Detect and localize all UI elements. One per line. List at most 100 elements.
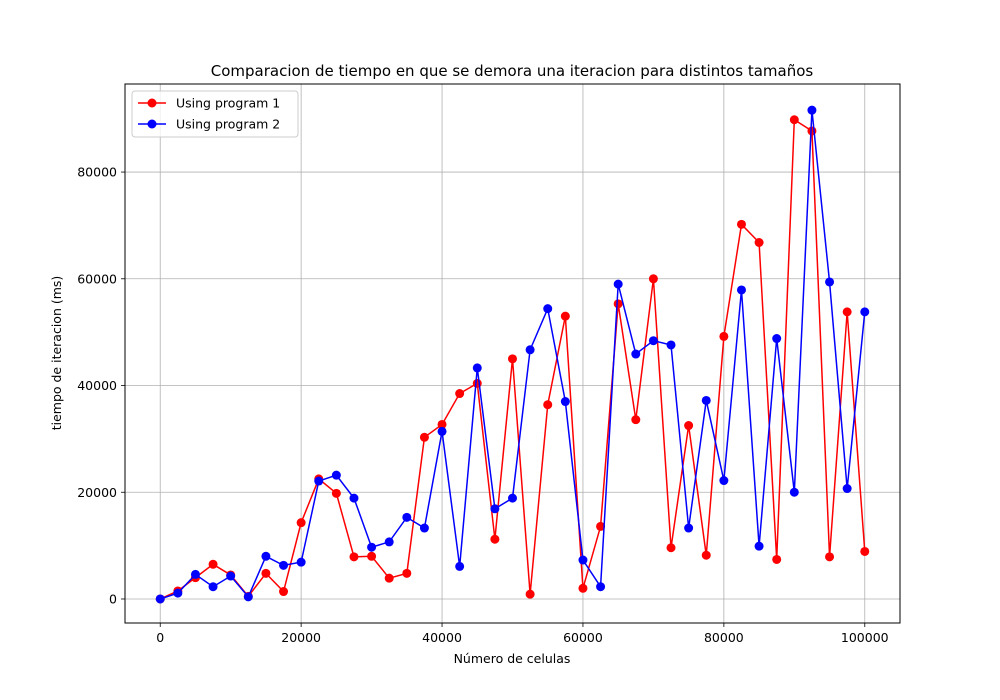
data-point — [349, 493, 359, 503]
data-point — [825, 552, 835, 562]
data-point — [349, 552, 359, 562]
data-point — [472, 363, 482, 373]
data-point — [419, 523, 429, 533]
x-tick-label: 40000 — [422, 630, 462, 645]
data-point — [825, 277, 835, 287]
data-point — [701, 395, 711, 405]
data-point — [490, 534, 500, 544]
x-axis-label: Número de celulas — [454, 651, 571, 666]
data-point — [684, 421, 694, 431]
y-tick-label: 60000 — [77, 271, 117, 286]
data-point — [754, 541, 764, 551]
axis-ticks: 0 20000 40000 60000 80000 100000 0 20000 40000 60… — [77, 165, 888, 645]
data-point — [596, 521, 606, 531]
data-point — [860, 546, 870, 556]
data-point — [543, 400, 553, 410]
data-point — [367, 542, 377, 552]
data-point — [596, 582, 606, 592]
data-point — [296, 557, 306, 567]
data-point — [666, 340, 676, 350]
data-point — [367, 551, 377, 561]
x-tick-label: 0 — [156, 630, 164, 645]
y-tick-label: 0 — [109, 591, 117, 606]
grid-lines — [125, 84, 900, 623]
data-point — [736, 219, 746, 229]
x-tick-label: 20000 — [281, 630, 321, 645]
data-point — [208, 559, 218, 569]
data-point — [419, 432, 429, 442]
data-point — [490, 504, 500, 514]
data-point — [331, 470, 341, 480]
data-point — [613, 279, 623, 289]
chart-title: Comparacion de tiempo en que se demora u… — [211, 62, 814, 80]
data-point — [243, 592, 253, 602]
data-point — [578, 583, 588, 593]
y-tick-label: 80000 — [77, 165, 117, 180]
data-point — [261, 551, 271, 561]
data-point — [613, 299, 623, 309]
data-point — [648, 336, 658, 346]
data-point — [631, 349, 641, 359]
data-point — [684, 523, 694, 533]
data-point — [314, 476, 324, 486]
y-axis-label: tiempo de iteracion (ms) — [49, 276, 64, 431]
data-point — [736, 285, 746, 295]
plot-frame — [124, 83, 901, 624]
data-point — [842, 484, 852, 494]
data-point — [543, 304, 553, 314]
data-point — [402, 512, 412, 522]
data-point — [648, 274, 658, 284]
legend-box — [131, 90, 299, 138]
data-point — [807, 105, 817, 115]
data-point — [789, 115, 799, 125]
data-point — [631, 415, 641, 425]
data-point — [560, 311, 570, 321]
data-point — [772, 334, 782, 344]
legend-swatch-marker — [147, 119, 157, 129]
y-tick-label: 40000 — [77, 378, 117, 393]
data-point — [155, 594, 165, 604]
legend-swatch-marker — [147, 98, 157, 108]
data-point — [719, 476, 729, 486]
legend-label: Using program 1 — [176, 96, 280, 111]
x-tick-label: 80000 — [704, 630, 744, 645]
legend: Using program 1 Using program 2 — [131, 90, 299, 138]
data-point — [261, 568, 271, 578]
data-point — [666, 543, 676, 553]
data-point — [525, 589, 535, 599]
data-point — [173, 588, 183, 598]
data-point — [402, 568, 412, 578]
data-point — [437, 419, 447, 429]
data-point — [331, 488, 341, 498]
x-tick-label: 60000 — [563, 630, 603, 645]
data-point — [701, 550, 711, 560]
data-point — [772, 554, 782, 564]
data-point — [296, 518, 306, 528]
data-point — [384, 573, 394, 583]
data-point — [508, 493, 517, 503]
series-layer — [155, 105, 870, 604]
data-point — [455, 561, 465, 571]
data-point — [190, 569, 200, 579]
data-point — [384, 537, 394, 547]
data-point — [525, 345, 535, 355]
x-tick-label: 100000 — [841, 630, 889, 645]
data-point — [279, 560, 289, 570]
data-point — [455, 389, 465, 399]
legend-label: Using program 2 — [176, 117, 280, 132]
data-point — [860, 307, 870, 317]
data-point — [208, 582, 218, 592]
data-point — [279, 587, 289, 597]
data-point — [560, 397, 570, 407]
data-point — [472, 378, 482, 388]
data-point — [719, 331, 729, 341]
data-point — [789, 487, 799, 497]
data-point — [754, 237, 764, 247]
data-point — [508, 354, 517, 364]
y-tick-label: 20000 — [77, 485, 117, 500]
data-point — [437, 426, 447, 436]
data-point — [226, 571, 236, 581]
data-point — [842, 307, 852, 317]
data-point — [578, 555, 588, 565]
